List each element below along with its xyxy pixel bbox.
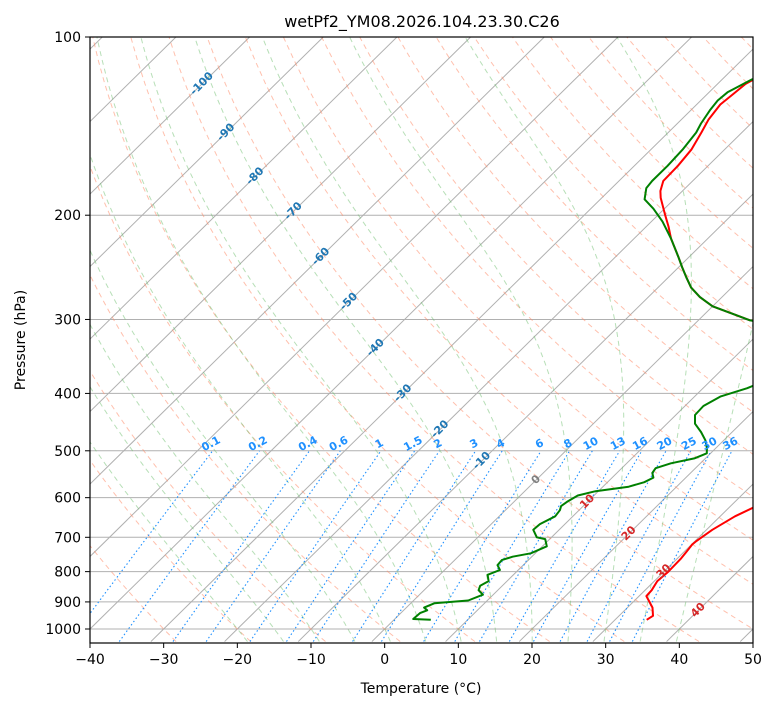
moist-adiabat xyxy=(261,37,533,642)
y-tick-label: 1000 xyxy=(45,622,81,638)
isotherm-line xyxy=(150,48,753,642)
mixing-ratio-line xyxy=(312,450,440,642)
moist-adiabat xyxy=(194,37,498,642)
mixing-ratio-line xyxy=(533,450,643,642)
dry-adiabat xyxy=(282,37,753,541)
dry-adiabat xyxy=(92,37,550,642)
y-tick-label: 300 xyxy=(54,312,81,328)
isotherm-line xyxy=(90,37,324,268)
mixing-ratio-line xyxy=(90,450,214,615)
x-tick-label: 0 xyxy=(380,652,389,668)
moist-adiabat xyxy=(90,153,391,642)
plot-background xyxy=(90,37,753,643)
mixing-ratio-label: 25 xyxy=(679,434,699,453)
dry-adiabat xyxy=(90,544,177,642)
y-tick-label: 500 xyxy=(54,444,81,460)
mixing-ratio-label: 16 xyxy=(630,434,650,453)
mixing-ratio-label: 20 xyxy=(655,434,675,453)
chart-title: wetPf2_YM08.2026.104.23.30.C26 xyxy=(284,12,560,32)
moist-adiabat xyxy=(90,440,248,642)
dry-adiabat xyxy=(206,37,753,630)
moist-adiabat xyxy=(90,249,356,642)
x-tick-label: −40 xyxy=(75,652,105,668)
mixing-ratio-label: 30 xyxy=(700,434,720,453)
mixing-ratio-label: 10 xyxy=(581,434,601,453)
isotherm-line xyxy=(90,37,545,485)
plot-frame xyxy=(89,36,754,644)
x-tick-label: 40 xyxy=(670,652,688,668)
y-tick-label: 100 xyxy=(54,30,81,46)
mixing-ratio-line xyxy=(118,450,260,642)
mixing-ratio-line xyxy=(380,450,503,642)
series-layer xyxy=(412,77,753,621)
moist-adiabat xyxy=(616,37,692,642)
x-tick-label: −10 xyxy=(296,652,326,668)
mixing-ratio-line xyxy=(559,450,667,642)
x-axis-title: Temperature (°C) xyxy=(360,681,482,697)
mixing-ratio-line xyxy=(249,450,382,642)
mixing-ratio-label: 13 xyxy=(608,434,628,453)
x-tick-label: 20 xyxy=(523,652,541,668)
temperature-profile-line xyxy=(645,78,753,621)
isotherm-line xyxy=(371,265,753,642)
y-tick-label: 400 xyxy=(54,386,81,402)
moist-adiabat xyxy=(96,37,427,642)
moist-adiabat xyxy=(90,385,284,642)
mixing-ratio-line xyxy=(172,450,310,642)
isotherm-line xyxy=(90,37,250,195)
isotherm-line xyxy=(224,120,753,642)
isotherm-line xyxy=(90,37,398,340)
y-tick-label: 900 xyxy=(54,595,81,611)
isotherm-line xyxy=(297,193,753,642)
dry-adiabat xyxy=(473,37,753,330)
x-tick-label: −20 xyxy=(223,652,253,668)
mixing-ratio-label: 36 xyxy=(721,434,741,453)
mixing-ratio-line xyxy=(286,450,416,642)
dry-adiabat xyxy=(90,459,252,642)
isotherm-line xyxy=(90,37,471,413)
isotherm-line xyxy=(518,410,753,642)
isotherm-line xyxy=(90,37,619,558)
dry-adiabat xyxy=(130,37,625,642)
dry-adiabat xyxy=(359,37,753,455)
y-axis-title: Pressure (hPa) xyxy=(13,290,29,390)
mixing-ratio-line xyxy=(205,450,341,642)
y-tick-label: 600 xyxy=(54,491,81,507)
dry-adiabat xyxy=(90,370,326,642)
dry-adiabat xyxy=(321,37,753,498)
dry-adiabat xyxy=(435,37,753,372)
dry-adiabat xyxy=(90,273,401,642)
x-tick-label: 10 xyxy=(449,652,467,668)
mixing-ratio-line xyxy=(352,450,477,642)
isotherm-line xyxy=(90,37,692,630)
axis-layer: −40 −30 −20 −10 0 10 20 30 40 50 100 200 300 400 500 60… xyxy=(45,30,762,668)
y-tick-label: 200 xyxy=(54,208,81,224)
x-tick-label: 50 xyxy=(744,652,762,668)
mixing-ratio-line xyxy=(423,450,542,642)
moist-adiabat xyxy=(349,37,573,642)
dewpoint-profile-line xyxy=(412,77,753,621)
x-tick-label: −30 xyxy=(149,652,179,668)
grid-layer xyxy=(90,37,753,642)
dry-adiabat xyxy=(90,164,476,642)
y-tick-label: 800 xyxy=(54,565,81,581)
y-tick-label: 700 xyxy=(54,530,81,546)
mixing-ratio-line xyxy=(586,450,692,642)
x-tick-label: 30 xyxy=(597,652,615,668)
dry-adiabat xyxy=(244,37,753,585)
dry-adiabat xyxy=(168,37,700,642)
